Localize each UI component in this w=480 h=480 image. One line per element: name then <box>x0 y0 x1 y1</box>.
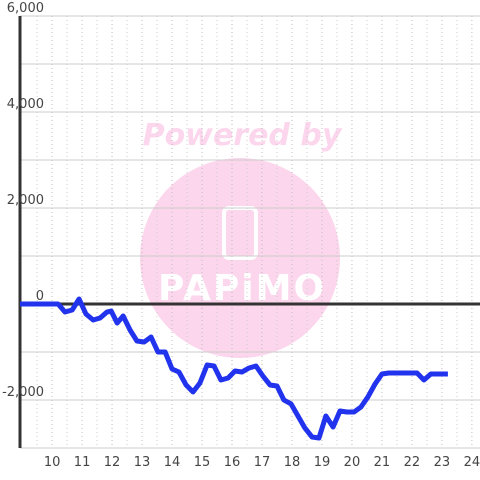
watermark-logo: PAPiMO <box>158 268 326 309</box>
x-tick-label: 21 <box>374 455 391 470</box>
x-tick-label: 14 <box>164 455 181 470</box>
grid <box>18 15 480 449</box>
x-tick-label: 17 <box>254 455 271 470</box>
y-tick-label: 0 <box>36 289 44 304</box>
x-tick-label: 20 <box>344 455 361 470</box>
x-tick-label: 23 <box>434 455 451 470</box>
plot <box>20 296 448 441</box>
y-tick-label: 4,000 <box>7 97 44 112</box>
y-tick-label: 2,000 <box>7 193 44 208</box>
x-tick-label: 10 <box>44 455 61 470</box>
x-tick-label: 22 <box>404 455 421 470</box>
watermark: Powered by PAPiMO <box>140 118 343 358</box>
x-tick-label: 19 <box>314 455 331 470</box>
x-tick-label: 16 <box>224 455 241 470</box>
y-tick-label: 6,000 <box>7 1 44 16</box>
x-tick-label: 18 <box>284 455 301 470</box>
x-tick-label: 15 <box>194 455 211 470</box>
x-tick-label: 11 <box>74 455 91 470</box>
watermark-text: Powered by <box>143 118 343 153</box>
x-tick-label: 24 <box>464 455 480 470</box>
y-tick-label: -2,000 <box>2 385 44 400</box>
line <box>20 296 448 441</box>
x-tick-label: 13 <box>134 455 151 470</box>
x-tick-label: 12 <box>104 455 121 470</box>
